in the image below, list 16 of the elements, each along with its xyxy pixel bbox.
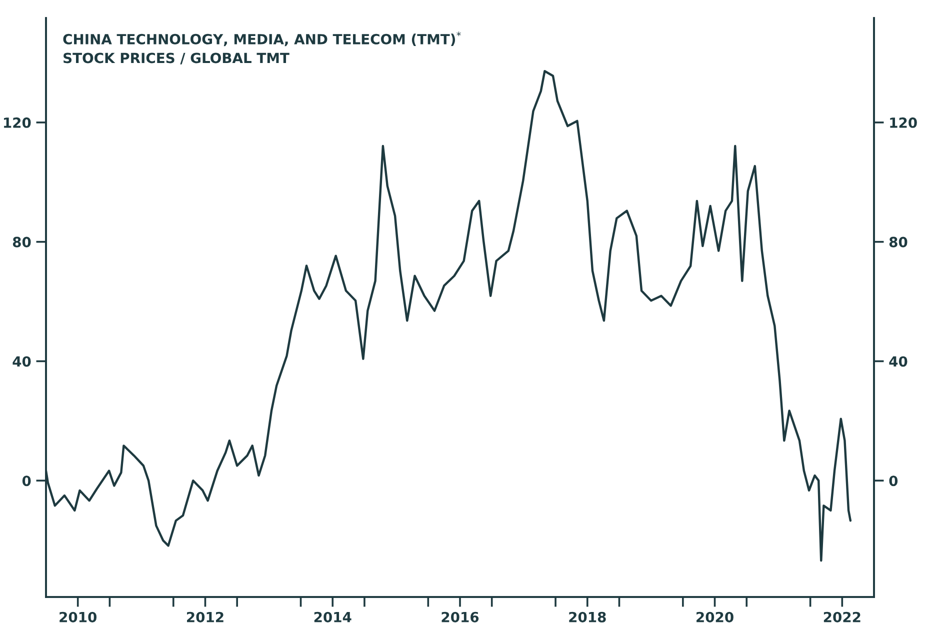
x-tick-label: 2022 xyxy=(824,612,860,622)
x-tick-label: 2012 xyxy=(187,612,224,622)
chart-title: CHINA TECHNOLOGY, MEDIA, AND TELECOM (TMT)$^{*}$ STOCK PRICES / GLOBAL TMT xyxy=(63,32,461,64)
y-tick-label: 80 xyxy=(12,236,31,248)
y-tick-label: 0 xyxy=(22,476,31,486)
y2-tick-label: 40 xyxy=(889,356,908,367)
y-tick-label: 120 xyxy=(4,117,31,128)
y-tick-label: 40 xyxy=(12,356,31,367)
y2-tick-label: 80 xyxy=(889,236,908,248)
x-tick-label: 2010 xyxy=(60,612,97,622)
x-tick-label: 2016 xyxy=(442,612,479,622)
x-tick-label: 2014 xyxy=(314,612,352,622)
y2-tick-label: 0 xyxy=(889,476,898,486)
x-tick-label: 2020 xyxy=(696,612,734,622)
x-tick-label: 2018 xyxy=(569,612,606,622)
y2-tick-label: 120 xyxy=(890,117,917,128)
